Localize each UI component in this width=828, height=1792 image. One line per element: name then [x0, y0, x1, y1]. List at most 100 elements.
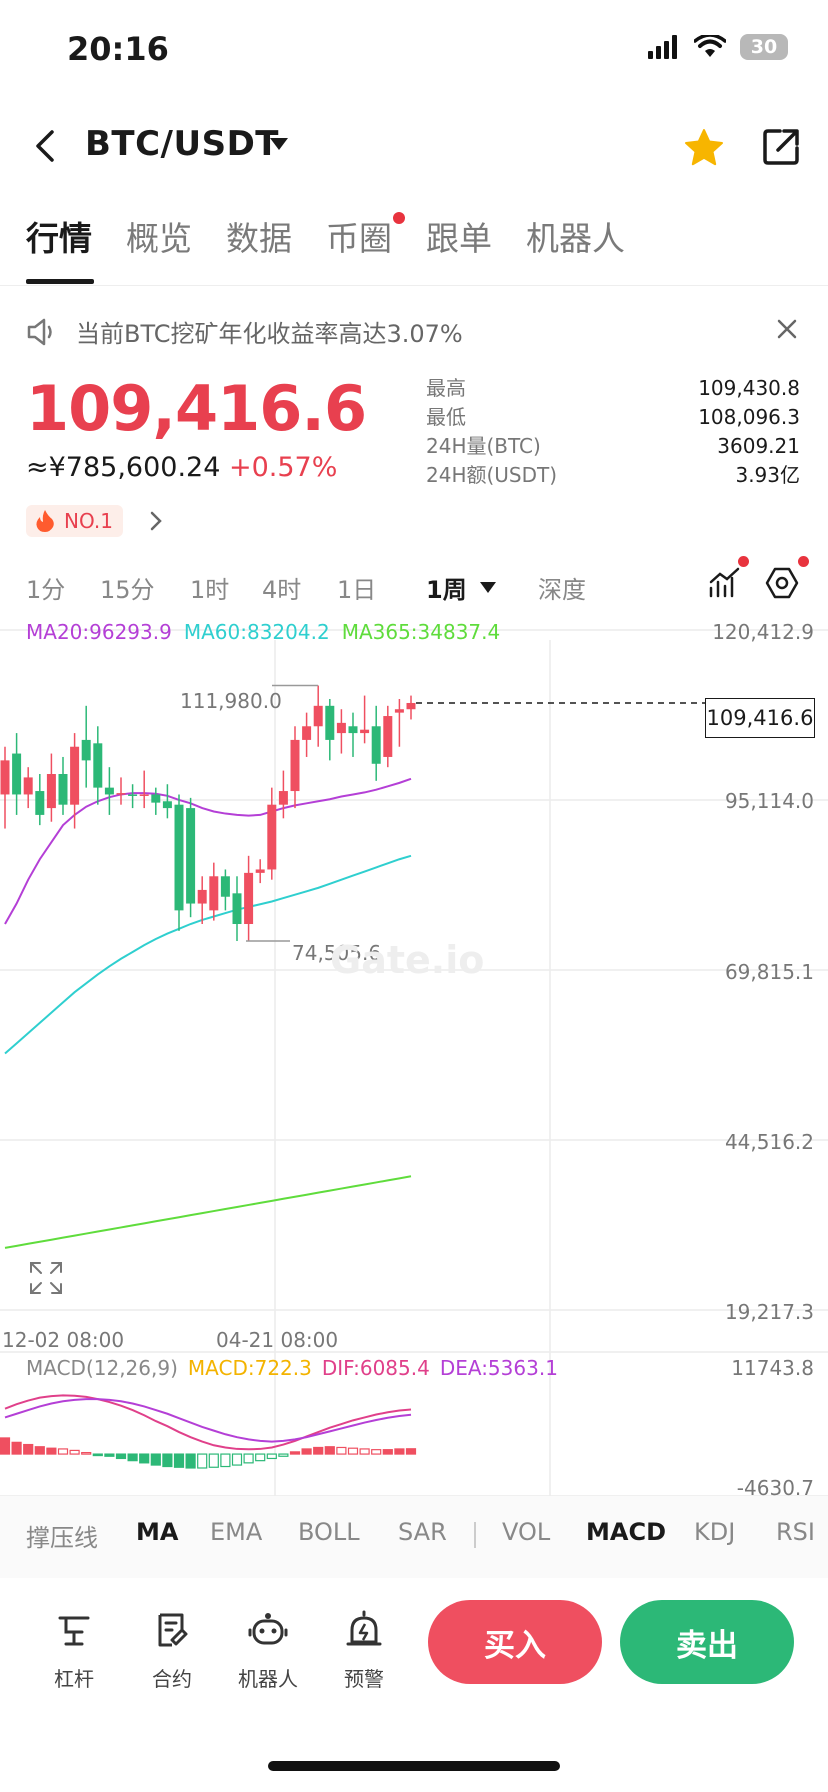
expand-icon[interactable] [28, 1260, 64, 1296]
tool-label: 合约 [152, 1667, 192, 1691]
candle-body [116, 793, 126, 795]
macd-bar [92, 1453, 103, 1457]
dea-value: DEA:5363.1 [439, 1356, 558, 1380]
tool-alert[interactable]: 预警 [324, 1610, 404, 1692]
macd-bar [347, 1447, 359, 1455]
back-arrow-icon[interactable] [30, 126, 60, 166]
macd-bar [0, 1437, 11, 1455]
interval-4h[interactable]: 4时 [262, 576, 302, 604]
tool-leverage[interactable]: 杠杆 [34, 1610, 114, 1692]
macd-bar [11, 1441, 22, 1455]
leverage-icon [58, 1616, 90, 1646]
macd-bar [150, 1453, 161, 1466]
ind-support-resistance[interactable]: 撑压线 [26, 1524, 98, 1552]
current-price-tag: 109,416.6 [705, 698, 815, 738]
ind-boll[interactable]: BOLL [298, 1518, 360, 1546]
ind-ema[interactable]: EMA [210, 1518, 263, 1546]
ind-ma[interactable]: MA [136, 1518, 179, 1546]
candle-body [325, 705, 335, 740]
x-axis-label: 04-21 08:00 [216, 1328, 339, 1352]
stat-turnover: 24H额(USDT) 3.93亿 [426, 463, 800, 487]
active-tab-indicator [26, 279, 94, 284]
candle-body [0, 760, 10, 795]
settings-hexagon-icon[interactable] [765, 566, 799, 600]
interval-1d[interactable]: 1日 [337, 576, 377, 604]
notification-dot [393, 212, 405, 224]
kline-chart[interactable] [0, 618, 828, 1518]
ind-sar[interactable]: SAR [398, 1518, 447, 1546]
tab-overview[interactable]: 概览 [126, 219, 192, 258]
tool-label: 预警 [344, 1667, 384, 1691]
ind-macd[interactable]: MACD [586, 1518, 666, 1546]
badge-text: NO.1 [64, 509, 113, 533]
stats-panel: 最高 109,430.8 最低 108,096.3 24H量(BTC) 3609.21… [426, 374, 800, 490]
contract-icon [158, 1613, 188, 1647]
ma20-line [4, 777, 412, 925]
main-tabs: 行情 概览 数据 币圈 跟单 机器人 [26, 212, 659, 260]
candle-body [174, 804, 184, 911]
tab-bots[interactable]: 机器人 [526, 219, 625, 258]
candle-body [313, 705, 323, 727]
ind-rsi[interactable]: RSI [776, 1518, 815, 1546]
tool-contract[interactable]: 合约 [132, 1610, 212, 1692]
indicator-chart-icon[interactable] [708, 566, 742, 600]
macd-params: MACD(12,26,9) [26, 1356, 178, 1380]
high-marker-label: 111,980.0 [180, 689, 282, 713]
interval-depth[interactable]: 深度 [538, 576, 586, 604]
macd-bar [405, 1448, 417, 1455]
dif-line [4, 1394, 412, 1451]
candle-body [35, 791, 45, 815]
caret-down-icon[interactable] [480, 582, 496, 593]
macd-bar [359, 1448, 370, 1455]
stat-volume: 24H量(BTC) 3609.21 [426, 434, 800, 458]
notification-dot [738, 556, 749, 567]
tab-community[interactable]: 币圈 [326, 219, 392, 258]
buy-button[interactable]: 买入 [428, 1600, 602, 1684]
watermark: Gate.io [330, 938, 485, 982]
candle-body [267, 804, 277, 870]
candle-body [128, 794, 138, 796]
battery-icon: 30 [740, 34, 788, 60]
y-axis-label: 120,412.9 [712, 620, 814, 644]
candle-body [93, 743, 103, 788]
macd-bar [115, 1453, 127, 1460]
interval-1h[interactable]: 1时 [190, 576, 230, 604]
candle-body [139, 794, 149, 796]
candle-body [70, 746, 80, 805]
dif-value: DIF:6085.4 [321, 1356, 430, 1380]
caret-down-icon[interactable] [270, 138, 288, 150]
tab-data[interactable]: 数据 [226, 219, 292, 258]
macd-bar [301, 1448, 312, 1455]
y-axis-label: 19,217.3 [724, 1300, 814, 1324]
tab-market[interactable]: 行情 [26, 219, 92, 258]
status-icons: 30 [648, 34, 788, 60]
rank-badge[interactable]: NO.1 [26, 505, 123, 537]
interval-15m[interactable]: 15分 [100, 576, 155, 604]
favorite-star-icon[interactable] [682, 126, 726, 170]
sell-button[interactable]: 卖出 [620, 1600, 794, 1684]
macd-y-label: 11743.8 [731, 1356, 814, 1380]
wifi-icon [694, 35, 726, 57]
macd-bar [231, 1453, 243, 1466]
candle-body [383, 716, 393, 757]
status-time: 20:16 [67, 30, 169, 68]
ind-kdj[interactable]: KDJ [694, 1518, 736, 1546]
candle-body [290, 739, 300, 792]
chevron-right-icon[interactable] [148, 510, 164, 532]
macd-bar [278, 1453, 289, 1457]
tool-bot[interactable]: 机器人 [228, 1610, 308, 1692]
ind-vol[interactable]: VOL [502, 1518, 551, 1546]
tool-label: 杠杆 [54, 1667, 94, 1691]
macd-bar [46, 1447, 57, 1455]
tab-copy-trading[interactable]: 跟单 [426, 219, 492, 258]
change-percent: +0.57% [229, 452, 338, 483]
interval-1m[interactable]: 1分 [26, 576, 66, 604]
close-icon[interactable] [776, 318, 798, 340]
pair-selector[interactable]: BTC/USDT [85, 124, 279, 164]
alarm-icon [346, 1610, 382, 1646]
candle-body [81, 739, 91, 761]
share-icon[interactable] [760, 126, 802, 168]
notice-bar[interactable]: 当前BTC挖矿年化收益率高达3.07% [26, 314, 463, 349]
macd-bar [220, 1453, 231, 1468]
interval-1w[interactable]: 1周 [426, 576, 467, 604]
